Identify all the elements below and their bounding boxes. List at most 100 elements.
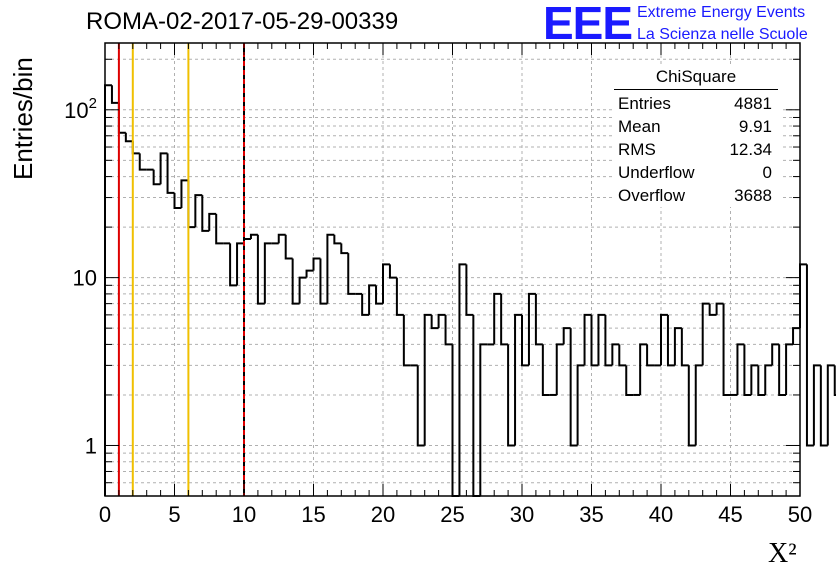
histogram-bin bbox=[402, 314, 411, 367]
histogram-bin bbox=[472, 314, 481, 497]
y-axis-label: Entries/bin bbox=[8, 57, 38, 180]
histogram-bin bbox=[375, 285, 383, 305]
histogram-bin bbox=[694, 364, 703, 446]
stats-row-entries: Entries 4881 bbox=[612, 92, 780, 115]
histogram-bin bbox=[805, 264, 814, 447]
stats-label: Overflow bbox=[618, 186, 686, 205]
x-tick-label: 25 bbox=[440, 502, 464, 527]
histogram-bin bbox=[243, 237, 251, 244]
histogram-bin bbox=[826, 364, 835, 446]
x-tick-label: 35 bbox=[579, 502, 603, 527]
histogram-bin bbox=[298, 276, 307, 304]
histogram-bin bbox=[201, 195, 210, 232]
histogram-bin bbox=[291, 258, 300, 305]
histogram-bin bbox=[493, 292, 502, 345]
threshold-lines bbox=[117, 43, 245, 496]
histogram-bin bbox=[708, 303, 717, 316]
logo-line-2: La Scienza nelle Scuole bbox=[637, 26, 808, 43]
y-tick-label: 10 bbox=[73, 266, 97, 291]
x-tick-label: 45 bbox=[718, 502, 742, 527]
histogram-bin bbox=[583, 313, 592, 366]
x-axis-label: X² bbox=[768, 538, 797, 569]
histogram-bin bbox=[347, 253, 356, 295]
histogram-bin bbox=[799, 263, 807, 329]
axis-ticks: 0 5 10 15 20 25 30 35 40 45 50 1 10 102 bbox=[64, 43, 812, 527]
histogram-bin bbox=[736, 343, 745, 395]
histogram-bin bbox=[722, 303, 731, 396]
stats-value: 3688 bbox=[734, 186, 772, 205]
x-tick-label: 15 bbox=[301, 502, 325, 527]
histogram-bin bbox=[187, 180, 196, 229]
stats-title: ChiSquare bbox=[614, 66, 778, 90]
histogram-bin bbox=[625, 365, 634, 396]
histogram-bin bbox=[173, 192, 182, 209]
histogram-bin bbox=[236, 242, 244, 286]
histogram-bin bbox=[152, 169, 161, 186]
histogram-bin bbox=[256, 234, 265, 305]
histogram-bin bbox=[666, 314, 675, 367]
stats-label: Underflow bbox=[618, 163, 695, 182]
histogram-bin bbox=[479, 343, 488, 496]
x-tick-label: 10 bbox=[232, 502, 256, 527]
histogram-bin bbox=[110, 85, 119, 104]
stats-value: 0 bbox=[762, 163, 772, 182]
x-tick-label: 0 bbox=[99, 502, 111, 527]
histogram-bin bbox=[534, 293, 543, 346]
histogram-bin bbox=[764, 364, 773, 395]
stats-label: Entries bbox=[618, 94, 671, 113]
histogram-bin bbox=[507, 344, 516, 447]
histogram-bin bbox=[500, 293, 509, 346]
histogram-bin bbox=[124, 132, 133, 143]
x-tick-label: 20 bbox=[371, 502, 395, 527]
histogram-bin bbox=[687, 365, 696, 447]
histogram-bin bbox=[319, 258, 328, 305]
histogram-bin bbox=[590, 314, 599, 367]
histogram-bin bbox=[458, 263, 467, 496]
stats-row-underflow: Underflow 0 bbox=[612, 161, 780, 184]
histogram-bin bbox=[639, 343, 648, 395]
histogram-bin bbox=[819, 365, 828, 447]
histogram-bin bbox=[785, 343, 794, 395]
histogram-bin bbox=[673, 327, 682, 366]
histogram-bin bbox=[778, 344, 787, 396]
histogram-bin bbox=[527, 292, 536, 366]
histogram-bin bbox=[284, 234, 293, 260]
histogram-bin bbox=[166, 153, 175, 194]
histogram-bin bbox=[750, 364, 759, 395]
y-tick-label: 1 bbox=[85, 433, 97, 458]
histogram-bin bbox=[660, 313, 668, 366]
logo-line-1: Extreme Energy Events bbox=[637, 4, 806, 21]
histogram-bin bbox=[388, 264, 397, 279]
histogram-bin bbox=[423, 313, 432, 446]
histogram-bin bbox=[430, 314, 439, 330]
histogram-bin bbox=[680, 328, 689, 367]
histogram-bin bbox=[451, 344, 460, 497]
stats-row-rms: RMS 12.34 bbox=[612, 138, 780, 161]
x-tick-label: 30 bbox=[510, 502, 534, 527]
stats-label: Mean bbox=[618, 117, 661, 136]
stats-box: ChiSquare Entries 4881 Mean 9.91 RMS 12.… bbox=[612, 66, 780, 207]
histogram-bin bbox=[249, 233, 258, 239]
histogram-bin bbox=[812, 364, 821, 446]
grid-layer bbox=[105, 43, 800, 496]
histogram-bin bbox=[597, 313, 606, 366]
histogram-bin bbox=[562, 327, 571, 345]
histogram-bin bbox=[555, 343, 564, 395]
stats-value: 9.91 bbox=[738, 117, 772, 136]
histogram-bin bbox=[277, 233, 286, 244]
histogram-bin bbox=[514, 313, 522, 446]
histogram-bin bbox=[263, 242, 272, 304]
histogram-bin bbox=[569, 328, 578, 447]
y-tick-label: 102 bbox=[64, 95, 97, 123]
histogram-bin bbox=[305, 269, 314, 278]
histogram-bin bbox=[715, 302, 724, 315]
histogram-bin bbox=[333, 234, 342, 245]
histogram-bin bbox=[180, 179, 189, 208]
eee-logo: EEE bbox=[543, 0, 633, 49]
histogram-bin bbox=[229, 243, 238, 287]
histogram-bin bbox=[395, 277, 404, 316]
histogram-bin bbox=[465, 264, 474, 316]
histogram-bin bbox=[416, 365, 425, 447]
histogram-bin bbox=[611, 343, 620, 366]
